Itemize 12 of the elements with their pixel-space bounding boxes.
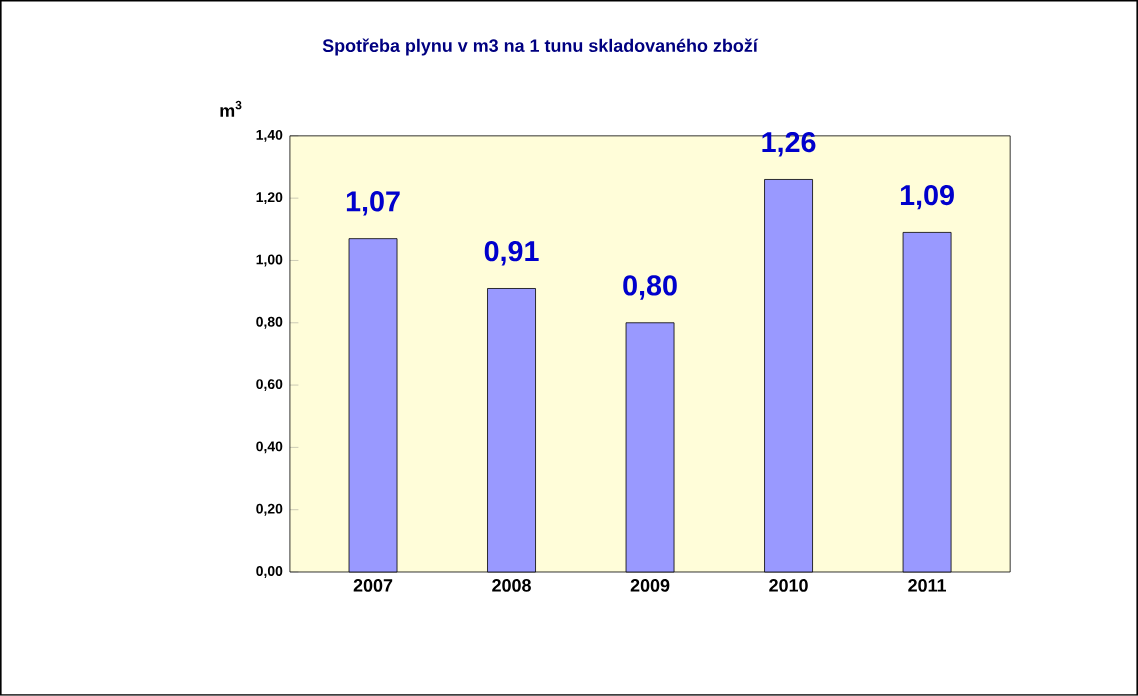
data-label: 1,07 (346, 191, 400, 216)
chart-title: Spotřeba plynu v m3 na 1 tunu skladovaného zboží (322, 38, 759, 56)
x-tick-label: 2009 (630, 579, 670, 592)
x-tick-label: 2008 (492, 579, 531, 592)
x-tick-label: 2011 (908, 579, 947, 592)
x-tick-label: 2007 (353, 579, 393, 592)
data-label: 1,26 (762, 131, 816, 157)
x-tick-label: 2010 (769, 579, 808, 592)
data-label: 0,80 (623, 275, 677, 300)
data-label: 1,09 (900, 184, 954, 210)
data-label: 0,91 (484, 241, 539, 266)
y-axis-title: m$^{3}$ (220, 100, 242, 117)
